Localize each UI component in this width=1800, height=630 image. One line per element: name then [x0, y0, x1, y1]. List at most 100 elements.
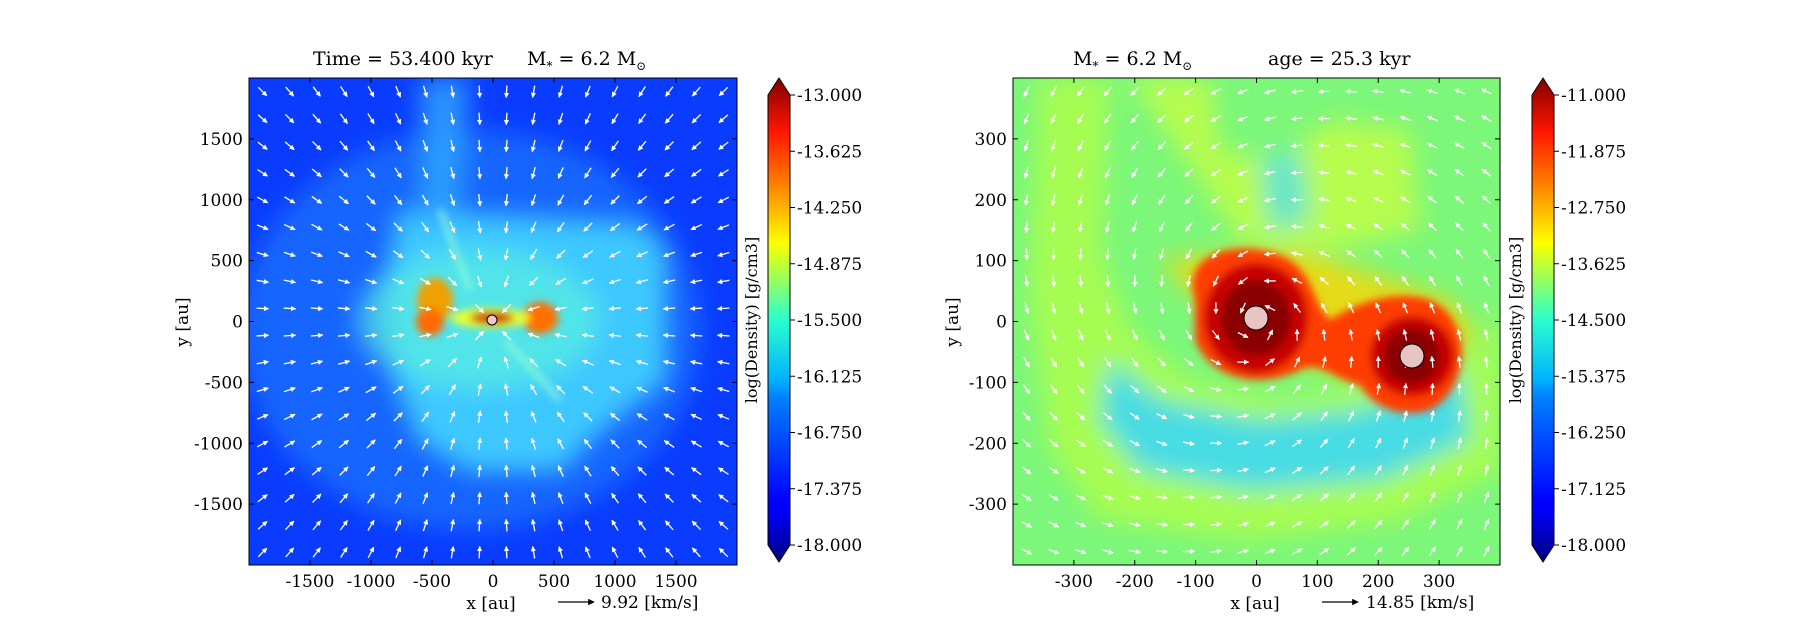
velocity-arrow	[338, 386, 350, 393]
velocity-arrow	[1401, 519, 1410, 530]
velocity-arrow	[1130, 357, 1139, 368]
right-colorbar-ticks: -11.000 -11.875 -12.750 -13.625 -14.500 -15.3…	[1554, 86, 1626, 556]
velocity-arrow	[1375, 437, 1382, 449]
velocity-arrow	[477, 248, 483, 261]
velocity-arrow	[1264, 521, 1276, 528]
velocity-arrow	[366, 466, 376, 477]
velocity-arrow	[283, 279, 297, 285]
velocity-arrow	[1426, 88, 1438, 94]
velocity-arrow	[256, 251, 269, 258]
velocity-arrow	[1264, 548, 1276, 555]
velocity-arrow	[1237, 142, 1249, 149]
velocity-arrow	[283, 223, 296, 231]
velocity-arrow	[1210, 195, 1221, 204]
velocity-arrow	[476, 139, 483, 153]
velocity-arrow	[1320, 411, 1329, 422]
velocity-arrow	[395, 85, 402, 98]
velocity-arrow	[392, 306, 405, 312]
velocity-arrow	[1264, 440, 1276, 447]
x-tick-label: -500	[413, 572, 451, 592]
velocity-arrow	[256, 224, 269, 231]
velocity-arrow	[610, 466, 620, 477]
velocity-arrow	[311, 168, 322, 178]
velocity-arrow	[1482, 222, 1491, 232]
velocity-arrow	[365, 278, 378, 285]
velocity-arrow	[1184, 141, 1194, 150]
velocity-arrow	[1427, 195, 1438, 204]
velocity-arrow	[1024, 302, 1030, 314]
colorbar-tick-label: -17.375	[797, 480, 862, 500]
velocity-arrow	[1050, 86, 1058, 97]
velocity-arrow	[1237, 386, 1250, 392]
velocity-arrow	[310, 386, 323, 393]
velocity-arrow	[1129, 495, 1141, 501]
velocity-arrow	[310, 305, 324, 312]
velocity-arrow	[503, 193, 509, 207]
left-x-axis-label: x [au]	[466, 594, 515, 614]
velocity-arrow	[339, 168, 349, 178]
velocity-arrow	[1483, 302, 1490, 314]
velocity-arrow	[1481, 195, 1492, 205]
velocity-arrow	[554, 332, 567, 338]
left-colorbar-ticks: -13.000 -13.625 -14.250 -14.875 -15.500 -16.1…	[790, 86, 862, 556]
velocity-arrow	[1156, 440, 1168, 447]
velocity-arrow	[1402, 328, 1408, 341]
velocity-arrow	[1317, 170, 1330, 176]
colorbar-tick-label: -16.250	[1561, 424, 1626, 444]
velocity-arrow	[1347, 465, 1356, 476]
velocity-arrow	[663, 413, 675, 421]
velocity-arrow	[311, 413, 323, 421]
velocity-arrow	[1319, 520, 1330, 529]
velocity-arrow	[530, 166, 536, 180]
velocity-arrow	[717, 386, 730, 393]
y-tick-label: -100	[969, 373, 1007, 393]
velocity-arrow	[1048, 521, 1060, 528]
right-x-ticks: -300 -200 -100 0 100 200 300	[1055, 78, 1455, 592]
velocity-arrow	[1375, 383, 1381, 395]
velocity-arrow	[501, 330, 512, 341]
velocity-arrow	[1426, 142, 1438, 149]
velocity-arrow	[584, 112, 592, 125]
velocity-arrow	[1453, 88, 1465, 95]
velocity-arrow	[557, 519, 564, 532]
velocity-arrow	[584, 546, 591, 559]
velocity-arrow	[664, 466, 675, 476]
velocity-arrow	[284, 520, 295, 531]
velocity-arrow	[503, 464, 510, 478]
velocity-arrow	[394, 112, 402, 125]
velocity-arrow	[393, 222, 403, 232]
velocity-arrow	[1375, 410, 1382, 422]
velocity-arrow	[1050, 356, 1057, 368]
velocity-arrow	[609, 386, 621, 394]
velocity-arrow	[530, 546, 536, 559]
velocity-arrow	[611, 85, 619, 98]
velocity-arrow	[1372, 142, 1384, 148]
velocity-arrow	[1374, 492, 1383, 503]
velocity-arrow	[1429, 329, 1435, 341]
velocity-arrow	[1483, 409, 1490, 422]
velocity-arrow	[422, 139, 429, 152]
velocity-arrow	[1456, 355, 1462, 368]
velocity-arrow	[1429, 355, 1435, 368]
velocity-arrow	[528, 357, 539, 368]
velocity-arrow	[1130, 384, 1140, 394]
velocity-arrow	[1453, 115, 1465, 122]
left-quiver-key-label: 9.92 [km/s]	[601, 593, 698, 613]
velocity-arrow	[421, 221, 430, 233]
velocity-arrow	[1400, 196, 1411, 204]
velocity-arrow	[1292, 411, 1302, 421]
velocity-arrow	[501, 303, 512, 314]
velocity-arrow	[530, 85, 536, 98]
velocity-arrow	[1157, 114, 1167, 123]
velocity-arrow	[1375, 302, 1382, 314]
velocity-arrow	[1374, 519, 1383, 530]
velocity-arrow	[583, 194, 593, 206]
velocity-arrow	[1184, 357, 1194, 367]
velocity-arrow	[284, 196, 296, 204]
velocity-arrow	[392, 332, 405, 338]
velocity-arrow	[1237, 169, 1249, 176]
velocity-arrow	[366, 167, 376, 178]
velocity-arrow	[556, 221, 565, 233]
velocity-arrow	[284, 168, 295, 177]
left-y-ticks: 1500 1000 500 0 -500 -1000 -1500	[194, 130, 737, 515]
